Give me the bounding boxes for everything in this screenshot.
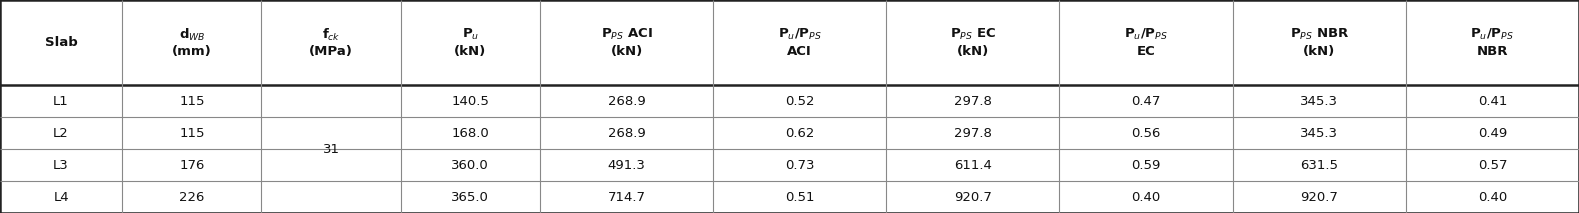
Text: 140.5: 140.5	[452, 95, 489, 108]
Text: 0.49: 0.49	[1478, 127, 1506, 140]
Text: 226: 226	[178, 190, 205, 204]
Text: 268.9: 268.9	[608, 127, 646, 140]
Text: f$_{ck}$
(MPa): f$_{ck}$ (MPa)	[309, 27, 354, 58]
Text: 0.59: 0.59	[1132, 158, 1161, 172]
Text: 31: 31	[322, 142, 339, 156]
Text: 0.47: 0.47	[1132, 95, 1161, 108]
Text: 115: 115	[178, 95, 205, 108]
Text: L4: L4	[54, 190, 69, 204]
Text: 168.0: 168.0	[452, 127, 489, 140]
Text: 0.52: 0.52	[785, 95, 815, 108]
Text: 611.4: 611.4	[954, 158, 992, 172]
Text: 0.40: 0.40	[1478, 190, 1506, 204]
Text: 360.0: 360.0	[452, 158, 489, 172]
Text: P$_{PS}$ ACI
(kN): P$_{PS}$ ACI (kN)	[600, 27, 652, 58]
Text: 0.73: 0.73	[785, 158, 815, 172]
Text: P$_{PS}$ NBR
(kN): P$_{PS}$ NBR (kN)	[1290, 27, 1348, 58]
Text: 297.8: 297.8	[954, 127, 992, 140]
Text: 714.7: 714.7	[608, 190, 646, 204]
Text: 176: 176	[178, 158, 205, 172]
Text: 297.8: 297.8	[954, 95, 992, 108]
Text: 920.7: 920.7	[954, 190, 992, 204]
Text: 920.7: 920.7	[1300, 190, 1337, 204]
Text: P$_{PS}$ EC
(kN): P$_{PS}$ EC (kN)	[951, 27, 996, 58]
Text: 0.41: 0.41	[1478, 95, 1506, 108]
Text: 631.5: 631.5	[1300, 158, 1339, 172]
Text: 491.3: 491.3	[608, 158, 646, 172]
Text: P$_u$
(kN): P$_u$ (kN)	[455, 27, 486, 58]
Text: L1: L1	[54, 95, 69, 108]
Text: 0.51: 0.51	[785, 190, 815, 204]
Text: 0.56: 0.56	[1132, 127, 1161, 140]
Text: P$_u$/P$_{PS}$
ACI: P$_u$/P$_{PS}$ ACI	[778, 27, 821, 58]
Text: L2: L2	[54, 127, 69, 140]
Text: 0.57: 0.57	[1478, 158, 1508, 172]
Text: d$_{WB}$
(mm): d$_{WB}$ (mm)	[172, 27, 212, 58]
Text: 345.3: 345.3	[1300, 127, 1339, 140]
Text: 268.9: 268.9	[608, 95, 646, 108]
Text: 365.0: 365.0	[452, 190, 489, 204]
Text: P$_u$/P$_{PS}$
EC: P$_u$/P$_{PS}$ EC	[1124, 27, 1168, 58]
Text: Slab: Slab	[44, 36, 77, 49]
Text: 0.40: 0.40	[1132, 190, 1161, 204]
Text: 345.3: 345.3	[1300, 95, 1339, 108]
Text: 0.62: 0.62	[785, 127, 815, 140]
Text: 115: 115	[178, 127, 205, 140]
Text: L3: L3	[54, 158, 69, 172]
Text: P$_u$/P$_{PS}$
NBR: P$_u$/P$_{PS}$ NBR	[1470, 27, 1514, 58]
